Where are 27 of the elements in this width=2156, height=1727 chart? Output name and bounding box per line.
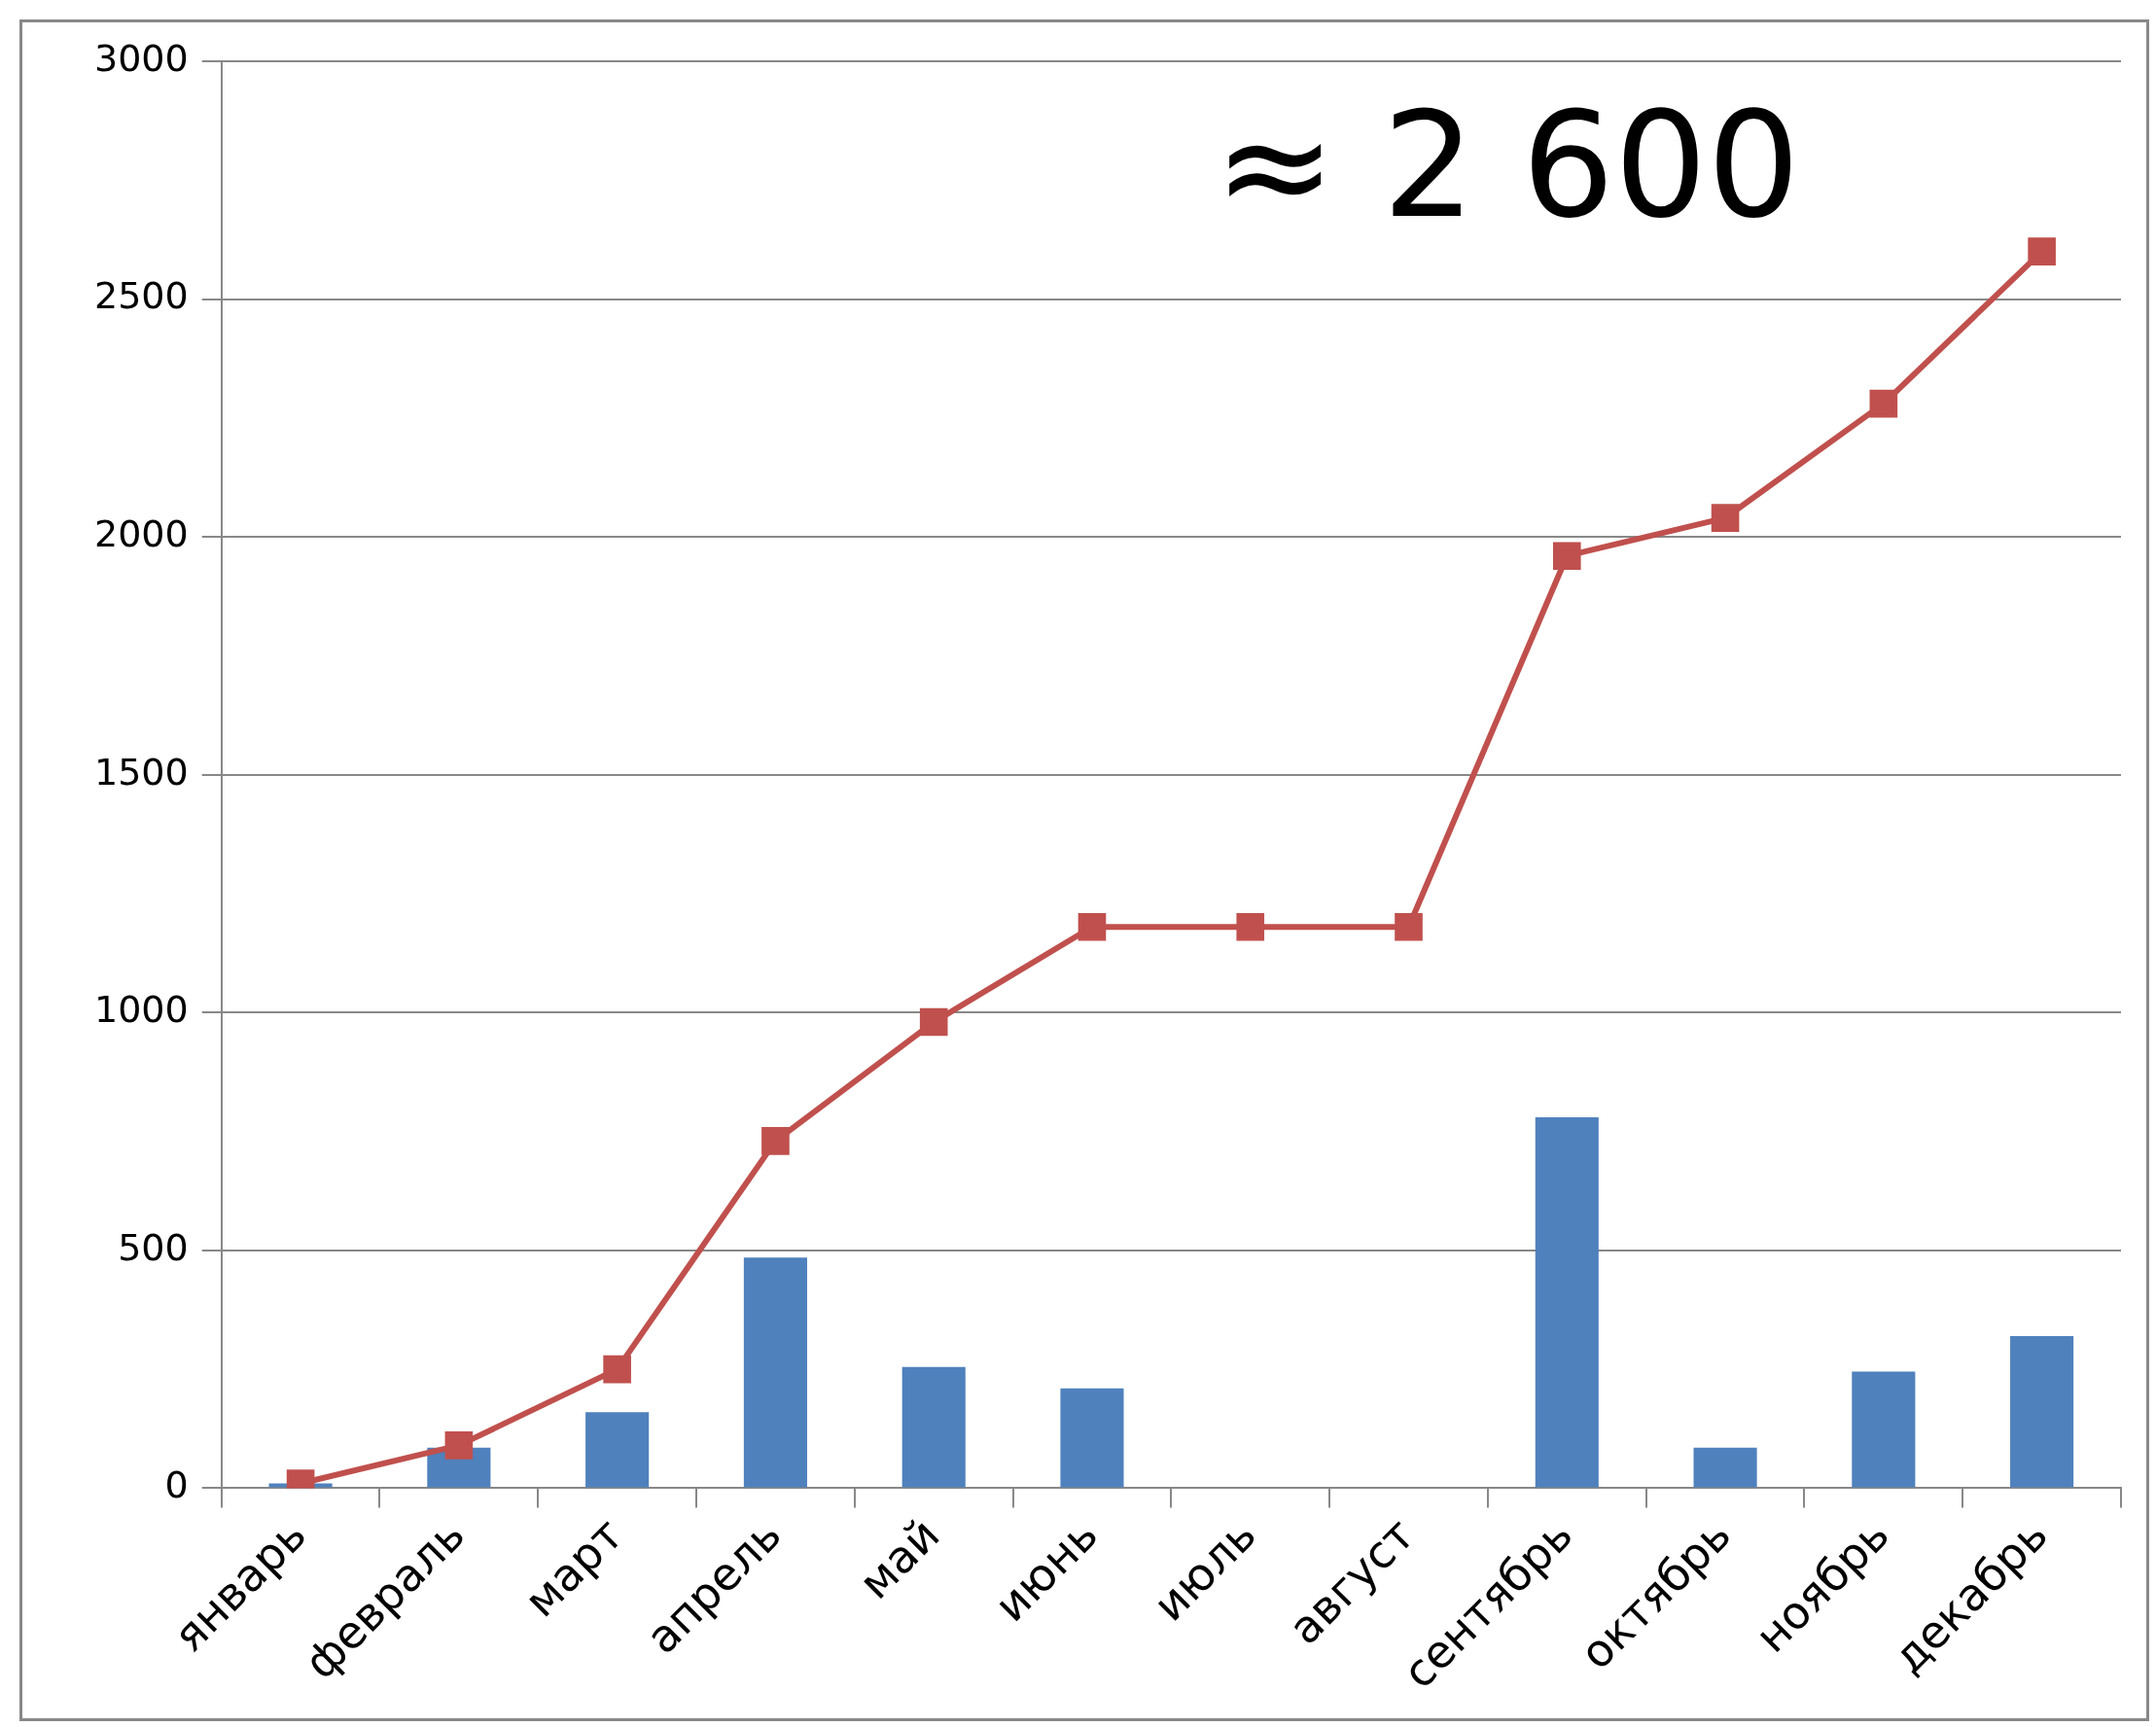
- point: [603, 1355, 631, 1384]
- bar: [1693, 1447, 1757, 1488]
- point: [1552, 542, 1581, 571]
- y-tick-label: 1000: [93, 988, 189, 1032]
- bar: [1852, 1371, 1916, 1488]
- point: [1236, 912, 1265, 941]
- point: [444, 1431, 474, 1460]
- bar: [743, 1257, 807, 1488]
- point: [1078, 912, 1107, 941]
- y-tick-label: 2500: [93, 274, 189, 318]
- point: [1869, 389, 1898, 418]
- bar: [901, 1366, 966, 1488]
- point: [1711, 504, 1740, 532]
- bar: [1535, 1116, 1599, 1488]
- y-tick-label: 3000: [93, 36, 189, 80]
- bar: [585, 1412, 650, 1488]
- y-tick-label: 1500: [93, 750, 189, 793]
- annotation: ≈ 2 600: [1214, 80, 1800, 250]
- point: [919, 1007, 948, 1037]
- point: [761, 1127, 790, 1155]
- point: [1395, 912, 1423, 941]
- bar: [2010, 1335, 2074, 1488]
- y-tick-label: 2000: [93, 512, 189, 556]
- point: [2028, 237, 2056, 265]
- y-tick-label: 0: [164, 1463, 189, 1507]
- bar: [1060, 1388, 1124, 1488]
- y-tick-label: 500: [118, 1225, 189, 1269]
